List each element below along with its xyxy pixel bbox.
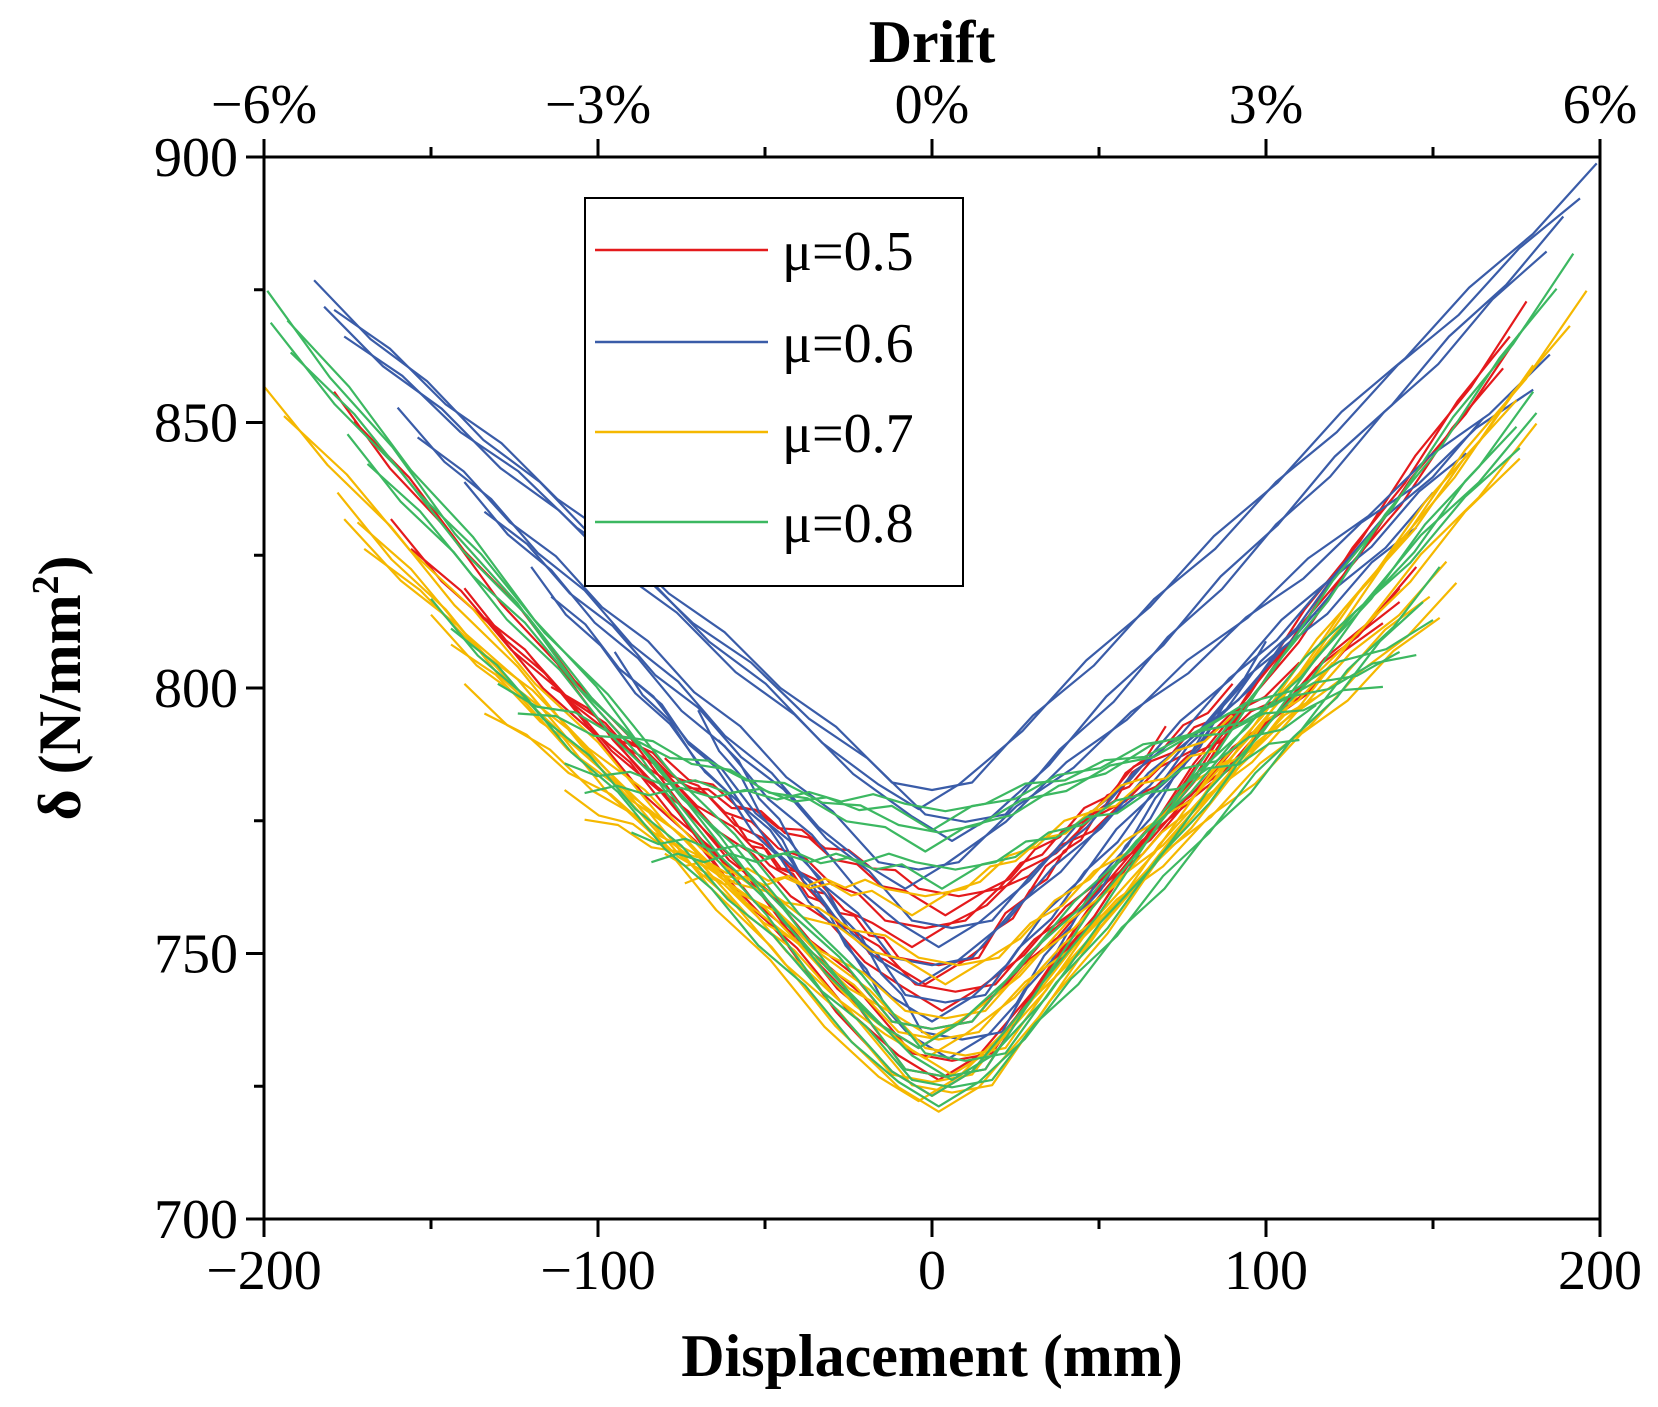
- legend-label-2: μ=0.6: [782, 313, 914, 375]
- series-2-loop-3-return: [416, 388, 1534, 871]
- series-4-loop-6-forward: [564, 650, 1401, 832]
- y-tick-label: 850: [154, 393, 238, 455]
- series-4-loop-1-forward: [266, 252, 1575, 1097]
- x-tick-label: 200: [1558, 1240, 1642, 1302]
- top-tick-label: 0%: [895, 74, 970, 136]
- series-1-loop-6-return: [684, 717, 1217, 898]
- series-2-loop-2-forward: [323, 215, 1565, 842]
- top-tick-label: 3%: [1229, 74, 1304, 136]
- series-2-loop-3-forward: [396, 353, 1551, 890]
- y-tick-label: 800: [154, 658, 238, 720]
- series-4-loop-6-return: [584, 685, 1383, 813]
- legend-label-1: μ=0.5: [782, 221, 914, 283]
- series-2-loop-4-return: [483, 452, 1468, 930]
- legend-label-4: μ=0.8: [782, 493, 914, 555]
- top-tick-label: 6%: [1563, 74, 1638, 136]
- series-3-loop-4-forward: [430, 582, 1458, 1060]
- y-tick-label: 900: [154, 127, 238, 189]
- legend: μ=0.5 μ=0.6 μ=0.7 μ=0.8: [584, 197, 964, 587]
- y-axis-title-close: ): [27, 555, 93, 575]
- x-axis-title: Displacement (mm): [681, 1323, 1183, 1389]
- x-tick-label: −200: [206, 1240, 322, 1302]
- series-2-loop-7-return: [717, 675, 1251, 1041]
- y-axis-title-main: δ (N/mm: [27, 594, 93, 820]
- top-tick-label: −3%: [545, 74, 651, 136]
- series-2: [313, 162, 1598, 1060]
- series-4-loop-3-return: [366, 447, 1521, 1030]
- series-3-loop-5-forward: [463, 560, 1448, 1039]
- series-1-loop-7-forward: [730, 725, 1167, 986]
- series-2-loop-2-return: [343, 250, 1548, 823]
- series-3-loop-6-return: [584, 696, 1317, 967]
- y-tick-label: 700: [154, 1189, 238, 1251]
- series-4-loop-7-forward: [630, 704, 1317, 890]
- series-layer: [264, 162, 1598, 1113]
- x-tick-label: 0: [918, 1240, 946, 1302]
- series-3-loop-5-return: [483, 595, 1431, 1020]
- top-tick-label: −6%: [211, 74, 317, 136]
- y-axis-title-superscript: 2: [25, 575, 67, 594]
- series-4-loop-4-return: [450, 601, 1424, 1089]
- series-4-loop-7-return: [651, 738, 1300, 871]
- series-4-loop-5-return: [517, 654, 1417, 834]
- series-3-loop-1-return: [283, 325, 1571, 1094]
- series-3-loop-7-forward: [664, 714, 1234, 917]
- series-2-loop-6-forward: [613, 576, 1334, 1023]
- series-1-loop-4-return: [550, 622, 1384, 993]
- series-4-loop-3-forward: [346, 412, 1538, 1050]
- top-axis-title: Drift: [869, 9, 996, 75]
- series-4-loop-5-forward: [497, 619, 1434, 853]
- y-axis-title: δ (N/mm2): [25, 555, 93, 820]
- x-tick-label: 100: [1224, 1240, 1308, 1302]
- series-4: [266, 252, 1575, 1108]
- series-2-loop-5-forward: [530, 491, 1434, 986]
- y-tick-label: 750: [154, 924, 238, 986]
- series-2-loop-4-forward: [463, 417, 1484, 949]
- series-4-loop-2-return: [289, 351, 1518, 1062]
- series-2-loop-1-return: [333, 197, 1581, 792]
- series-4-loop-4-forward: [430, 566, 1441, 1108]
- x-tick-label: −100: [540, 1240, 656, 1302]
- legend-label-3: μ=0.7: [782, 403, 914, 465]
- ticks-layer: −200 −100 0 100 200 700 750 800 850 900−6% −3% 0% 3%…: [154, 74, 1642, 1302]
- series-1-loop-4-forward: [530, 587, 1401, 1012]
